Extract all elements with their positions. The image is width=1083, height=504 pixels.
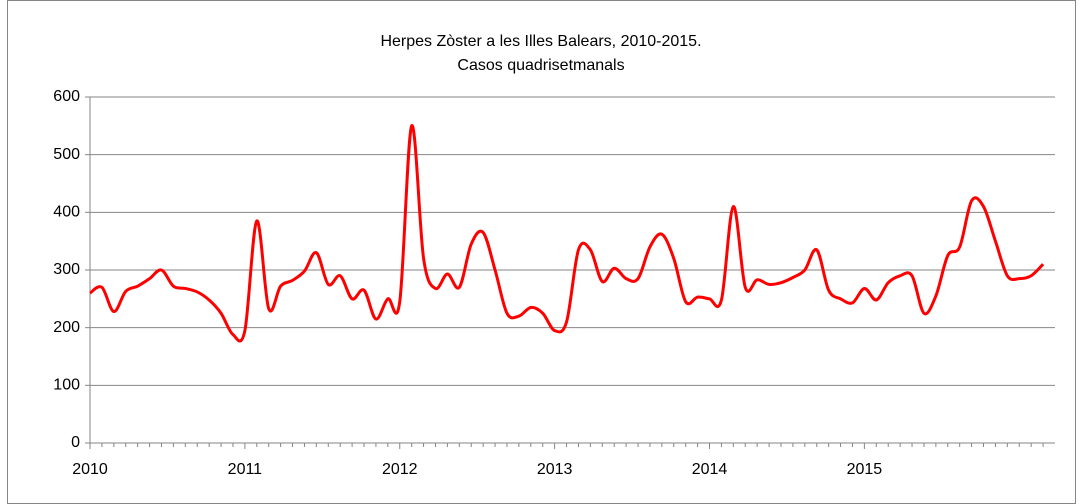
y-tick-label: 400 <box>53 204 80 221</box>
y-tick-label: 500 <box>53 146 80 163</box>
y-tick-label: 100 <box>53 377 80 394</box>
x-tick-label: 2011 <box>228 461 263 478</box>
y-tick-label: 300 <box>53 261 80 278</box>
x-tick-label: 2013 <box>537 461 573 478</box>
y-tick-label: 200 <box>53 319 80 336</box>
y-tick-label: 600 <box>53 88 80 105</box>
chart-border <box>7 0 1076 504</box>
y-tick-label: 0 <box>71 434 80 451</box>
x-tick-label: 2010 <box>72 461 108 478</box>
x-tick-label: 2015 <box>847 461 883 478</box>
series-line <box>89 124 1045 343</box>
chart-title: Herpes Zòster a les Illes Balears, 2010-… <box>380 33 701 50</box>
x-tick-label: 2012 <box>382 461 418 478</box>
chart-subtitle: Casos quadrisetmanals <box>457 57 624 74</box>
x-tick-label: 2014 <box>692 461 728 478</box>
